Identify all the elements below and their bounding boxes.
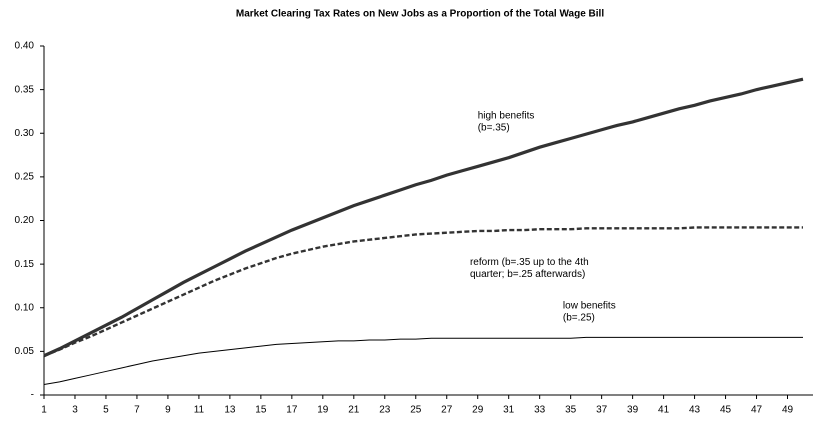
x-tick-label: 27 [441, 405, 453, 416]
x-tick-label: 9 [165, 405, 171, 416]
x-tick-label: 37 [596, 405, 608, 416]
annotation: (b=.35) [478, 122, 510, 133]
series-line [43, 77, 804, 358]
x-tick-label: 13 [224, 405, 236, 416]
x-tick-label: 11 [194, 405, 205, 416]
x-tick-label: 29 [472, 405, 484, 416]
annotation: high benefits [478, 110, 535, 121]
y-tick-label: 0.10 [15, 302, 35, 313]
x-tick-label: 21 [348, 405, 360, 416]
annotation: low benefits [563, 301, 616, 312]
y-tick-label: 0.35 [15, 84, 35, 95]
x-tick-label: 47 [751, 405, 763, 416]
series-line [43, 226, 803, 357]
x-tick-label: 43 [689, 405, 701, 416]
x-tick-label: 33 [534, 405, 546, 416]
annotation: (b=.25) [563, 313, 595, 324]
x-tick-label: 19 [317, 405, 329, 416]
chart-title: Market Clearing Tax Rates on New Jobs as… [236, 9, 604, 20]
x-tick-label: 31 [503, 405, 515, 416]
y-tick-label: 0.30 [15, 128, 35, 139]
y-tick-label: 0.05 [15, 346, 35, 357]
y-tick-label: 0.40 [15, 41, 35, 52]
x-tick-label: 17 [286, 405, 298, 416]
x-tick-label: 7 [134, 405, 140, 416]
x-tick-label: 5 [103, 405, 109, 416]
y-tick-label: 0.15 [15, 259, 35, 270]
x-tick-label: 25 [410, 405, 422, 416]
x-tick-label: 35 [565, 405, 577, 416]
x-tick-label: 23 [379, 405, 391, 416]
x-tick-label: 15 [255, 405, 267, 416]
x-tick-label: 45 [720, 405, 732, 416]
x-tick-label: 3 [72, 405, 78, 416]
x-tick-label: 41 [658, 405, 670, 416]
x-tick-label: 1 [41, 405, 47, 416]
series-line [43, 336, 803, 386]
annotation: quarter; b=.25 afterwards) [470, 269, 585, 280]
x-tick-label: 39 [627, 405, 639, 416]
y-tick-label: - [31, 390, 34, 401]
x-tick-label: 49 [782, 405, 794, 416]
annotation: reform (b=.35 up to the 4th [470, 257, 589, 268]
y-tick-label: 0.20 [15, 215, 35, 226]
y-tick-label: 0.25 [15, 172, 35, 183]
